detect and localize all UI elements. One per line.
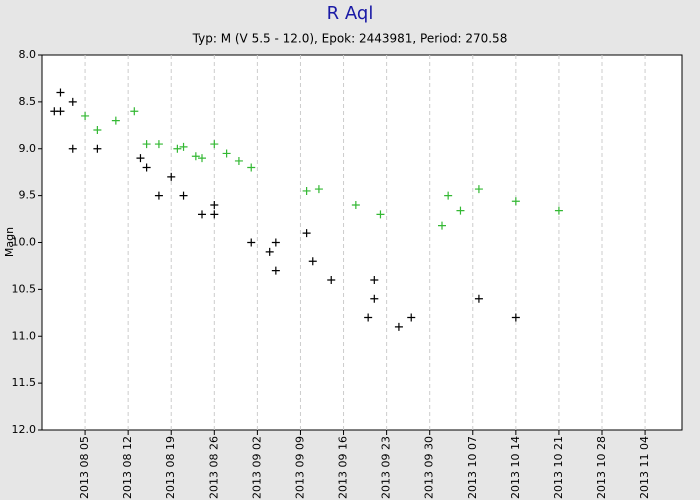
data-point xyxy=(302,229,311,238)
data-point xyxy=(234,156,243,165)
x-tick-label: 2013 08 05 xyxy=(78,436,91,499)
x-tick-label: 2013 09 02 xyxy=(250,436,263,499)
data-point xyxy=(68,97,77,106)
y-tick-label: 8.0 xyxy=(19,48,37,61)
x-tick-label: 2013 09 09 xyxy=(293,436,306,499)
data-point xyxy=(351,201,360,209)
chart-subtitle: Typ: M (V 5.5 - 12.0), Epok: 2443981, Pe… xyxy=(192,32,508,46)
data-point xyxy=(210,210,219,219)
data-point xyxy=(314,185,323,194)
y-tick-label: 11.0 xyxy=(12,329,37,342)
data-point xyxy=(327,276,336,284)
x-tick-label: 2013 08 12 xyxy=(121,436,134,499)
data-point xyxy=(511,313,520,322)
data-point xyxy=(56,88,65,97)
data-point xyxy=(444,191,453,200)
data-point xyxy=(308,257,317,266)
y-tick-label: 9.0 xyxy=(19,142,37,155)
plot-area xyxy=(41,54,683,431)
data-point xyxy=(198,210,206,219)
data-point xyxy=(68,144,77,153)
data-point xyxy=(191,152,200,161)
data-point xyxy=(111,116,120,125)
data-point xyxy=(130,107,139,116)
data-point xyxy=(93,126,102,134)
data-point xyxy=(370,276,379,284)
data-point xyxy=(136,154,145,163)
x-tick-label: 2013 09 16 xyxy=(337,436,350,499)
data-point xyxy=(210,140,219,149)
y-tick-label: 9.5 xyxy=(19,189,37,202)
data-point xyxy=(394,322,403,331)
data-point xyxy=(179,191,188,200)
data-point xyxy=(154,140,163,149)
data-point xyxy=(167,172,176,181)
data-point xyxy=(222,149,231,158)
data-point xyxy=(376,210,385,219)
x-tick-label: 2013 09 30 xyxy=(423,436,436,499)
data-point xyxy=(81,111,90,120)
x-tick-label: 2013 11 04 xyxy=(638,436,651,499)
data-point xyxy=(173,144,182,153)
data-point xyxy=(154,191,163,200)
data-point xyxy=(554,206,563,215)
data-point xyxy=(271,266,280,275)
data-point xyxy=(56,107,65,116)
data-point xyxy=(247,163,256,172)
data-point xyxy=(407,313,416,322)
data-point xyxy=(474,294,483,303)
data-point xyxy=(456,206,465,215)
data-point xyxy=(265,247,274,256)
y-tick-label: 12.0 xyxy=(12,423,37,436)
y-tick-label: 8.5 xyxy=(19,95,37,108)
y-axis-label: Magn xyxy=(3,227,16,257)
data-point xyxy=(364,313,373,322)
data-point xyxy=(198,154,206,163)
x-tick-label: 2013 08 19 xyxy=(164,436,177,499)
x-tick-label: 2013 10 14 xyxy=(509,436,522,499)
y-tick-label: 11.5 xyxy=(12,376,37,389)
y-tick-label: 10.0 xyxy=(12,236,37,249)
data-point xyxy=(271,238,280,247)
data-point xyxy=(302,186,311,195)
data-point xyxy=(474,185,483,194)
data-point xyxy=(247,238,256,247)
data-point xyxy=(93,144,102,153)
data-point xyxy=(142,163,151,172)
data-point xyxy=(142,140,151,149)
data-point xyxy=(511,197,520,206)
data-point xyxy=(370,294,379,303)
x-tick-label: 2013 08 26 xyxy=(207,436,220,499)
x-tick-label: 2013 10 07 xyxy=(466,436,479,499)
x-tick-label: 2013 10 21 xyxy=(552,436,565,499)
x-tick-label: 2013 09 23 xyxy=(380,436,393,499)
data-point xyxy=(210,201,219,209)
data-point xyxy=(179,142,188,151)
chart-title: R Aql xyxy=(327,3,374,24)
x-tick-label: 2013 10 28 xyxy=(595,436,608,499)
y-tick-label: 10.5 xyxy=(12,282,37,295)
data-point xyxy=(438,221,446,230)
